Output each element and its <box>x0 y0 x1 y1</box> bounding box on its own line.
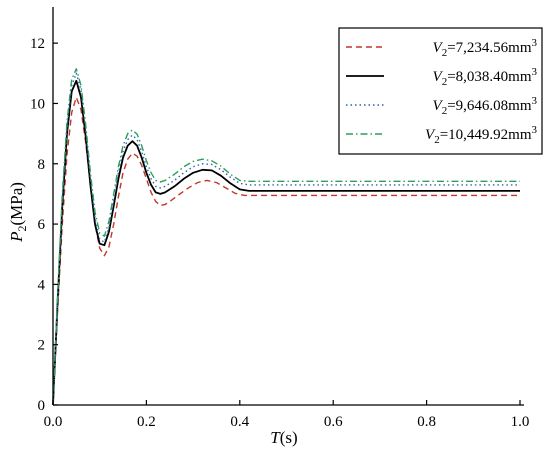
x-ticks: 0.0 0.2 0.4 0.6 0.8 1.0 <box>44 400 530 430</box>
x-tick-label: 0.4 <box>230 414 249 430</box>
series-line-4 <box>52 68 520 406</box>
x-tick-label: 0.8 <box>417 414 436 430</box>
x-tick-label: 0.0 <box>44 414 63 430</box>
legend-label-3: V2=9,646.08mm3 <box>433 95 538 117</box>
axes <box>52 7 524 406</box>
x-tick-label: 0.6 <box>324 414 343 430</box>
x-tick-label: 1.0 <box>511 414 530 430</box>
x-axis-title: T(s) <box>270 428 297 447</box>
y-tick-label: 8 <box>38 157 46 173</box>
y-tick-label: 2 <box>38 338 46 354</box>
legend-label-4: V2=10,449.92mm3 <box>425 124 537 146</box>
y-ticks: 0 2 4 6 8 10 12 <box>30 36 58 414</box>
series-line-2 <box>52 79 520 406</box>
y-tick-label: 0 <box>38 398 46 414</box>
y-tick-label: 4 <box>38 277 46 293</box>
y-tick-label: 10 <box>30 96 45 112</box>
y-tick-label: 12 <box>30 36 45 52</box>
x-tick-label: 0.2 <box>137 414 156 430</box>
series-line-1 <box>52 96 520 406</box>
y-axis-unit: (MPa) <box>7 182 26 225</box>
y-axis-symbol: P <box>7 232 26 243</box>
y-axis-subscript: 2 <box>15 226 29 232</box>
plot-lines <box>52 68 520 406</box>
legend: V2=7,234.56mm3 V2=8,038.40mm3 V2=9,646.08m… <box>338 27 543 155</box>
x-axis-symbol: T <box>270 428 281 447</box>
series-line-3 <box>52 72 520 406</box>
x-axis-unit: (s) <box>280 428 298 447</box>
y-axis-title: P2(MPa) <box>7 182 29 243</box>
legend-label-2: V2=8,038.40mm3 <box>433 66 538 88</box>
legend-box <box>338 27 543 155</box>
legend-label-1: V2=7,234.56mm3 <box>433 37 538 59</box>
y-tick-label: 6 <box>38 217 46 233</box>
